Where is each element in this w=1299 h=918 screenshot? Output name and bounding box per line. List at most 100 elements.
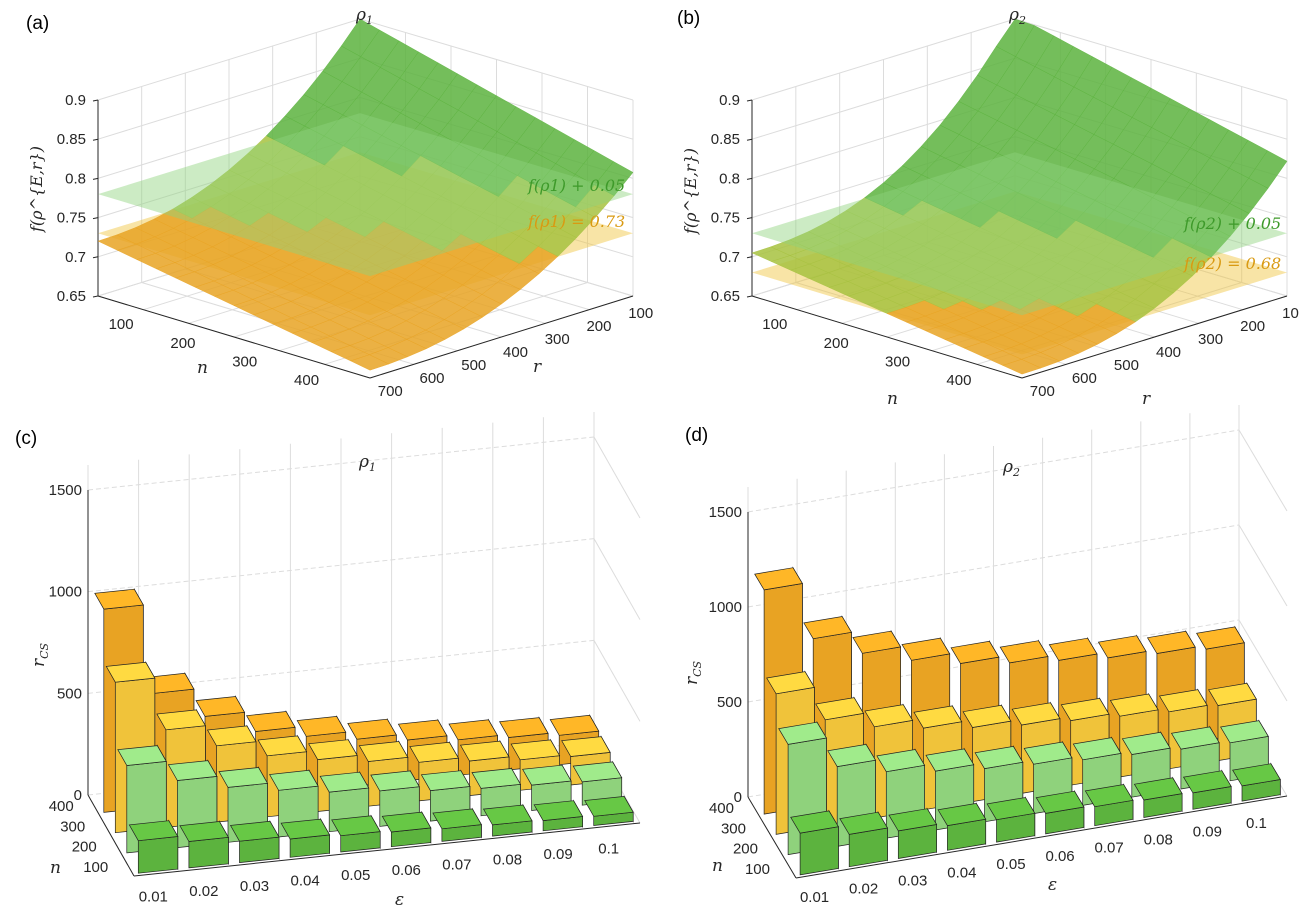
bar-front xyxy=(188,836,229,869)
panel-d-z-label: rCS xyxy=(682,660,704,685)
z-tick xyxy=(92,295,99,298)
z-tick-label: 0.85 xyxy=(57,131,86,148)
bar-top xyxy=(766,671,815,695)
bar-top xyxy=(572,761,623,783)
z-tick-label: 1500 xyxy=(709,504,742,521)
eps-tick-label: 0.08 xyxy=(1144,832,1173,849)
eps-tick-label: 0.01 xyxy=(800,889,829,906)
n-tick-label: 400 xyxy=(49,798,74,815)
r-tick-label: 600 xyxy=(1072,370,1097,387)
z-tick xyxy=(746,256,753,259)
bar-top xyxy=(1158,689,1208,713)
bar-front xyxy=(848,827,888,868)
panel-a-annot-orange: f(ρ1) = 0.73 xyxy=(527,212,625,231)
grid-line xyxy=(747,429,1240,513)
z-tick-label: 500 xyxy=(717,694,742,711)
z-tick xyxy=(92,256,99,259)
eps-tick-label: 0.03 xyxy=(898,873,927,890)
n-axis xyxy=(97,295,371,379)
r-tick-label: 200 xyxy=(1240,318,1265,335)
panel-a-annot-green: f(ρ1) + 0.05 xyxy=(527,176,625,195)
bar-top xyxy=(1220,720,1269,744)
bar-top xyxy=(347,718,397,740)
eps-tick-label: 0.09 xyxy=(543,846,572,863)
z-tick-label: 0.65 xyxy=(711,288,740,305)
r-axis xyxy=(369,295,634,379)
bar-top xyxy=(864,704,914,728)
bar-top xyxy=(852,630,902,654)
z-tick xyxy=(746,138,753,141)
bar-top xyxy=(409,741,459,763)
bar-top xyxy=(167,760,218,781)
z-tick-label: 0.85 xyxy=(711,131,740,148)
panel-c-z-ticks: 1500 1000 500 0 xyxy=(49,482,82,804)
panel-b: ρ2 0.9 0.85 0.8 0.75 0.7 0.65 f(ρ^{E,r}) 100 2… xyxy=(681,5,1299,409)
grid-line xyxy=(87,436,595,491)
bar-top xyxy=(308,739,358,760)
bar-top xyxy=(827,744,877,767)
bar-top xyxy=(754,567,803,591)
bar-top xyxy=(1121,731,1171,755)
bar-top xyxy=(510,739,561,761)
r-tick-label: 200 xyxy=(586,318,611,335)
bar xyxy=(584,795,634,826)
grid-line xyxy=(593,538,641,620)
plane-f-rho-plus xyxy=(98,113,633,277)
bar-top xyxy=(1208,682,1257,706)
grid-line xyxy=(593,436,641,519)
bar-top xyxy=(1048,637,1098,661)
n-axis xyxy=(747,796,797,879)
panel-d-eps-ticks: 0.01 0.02 0.03 0.04 0.05 0.06 0.07 0.08 0.09 0.1 xyxy=(800,815,1267,906)
bar-top xyxy=(1170,726,1220,750)
bar-top xyxy=(105,661,156,683)
r-tick-label: 300 xyxy=(1198,331,1223,348)
grid-line xyxy=(1238,429,1288,512)
z-tick-label: 0.8 xyxy=(719,170,740,187)
bar xyxy=(381,810,432,848)
panel-a-z-ticks: 0.9 0.85 0.8 0.75 0.7 0.65 xyxy=(57,92,99,305)
n-tick-label: 200 xyxy=(170,335,195,352)
r-axis xyxy=(1021,295,1288,379)
bar-top xyxy=(482,804,533,826)
bar xyxy=(533,799,584,832)
n-tick-label: 400 xyxy=(946,372,971,389)
r-tick-label: 100 xyxy=(628,305,653,322)
bar xyxy=(937,802,987,851)
n-axis xyxy=(87,794,135,877)
bar-top xyxy=(1182,770,1232,794)
panel-label-a: (a) xyxy=(26,13,49,34)
r-tick-label: 500 xyxy=(1114,357,1139,374)
eps-axis xyxy=(133,822,641,877)
bar-top xyxy=(296,716,347,737)
bar-top xyxy=(533,800,584,821)
bar-top xyxy=(381,811,432,833)
eps-tick-label: 0.06 xyxy=(1045,848,1074,865)
bar-top xyxy=(179,821,229,842)
bar xyxy=(1133,776,1183,818)
z-tick xyxy=(746,99,753,102)
bar xyxy=(888,807,938,859)
panel-d-z-ticks: 1500 1000 500 0 xyxy=(709,504,742,806)
panel-c-title: ρ1 xyxy=(358,452,376,474)
panel-a-n-label: n xyxy=(197,358,208,378)
z-tick-label: 0.75 xyxy=(57,210,86,227)
bar-top xyxy=(974,746,1024,769)
bar-top xyxy=(778,721,827,745)
bar-top xyxy=(522,764,572,786)
bar-top xyxy=(280,818,331,840)
bar-top xyxy=(432,808,482,830)
bar xyxy=(790,809,839,876)
bar-top xyxy=(319,771,370,793)
r-tick-label: 400 xyxy=(503,344,528,361)
bar-top xyxy=(876,749,926,773)
panel-label-b: (b) xyxy=(677,8,700,29)
bar-top xyxy=(448,719,499,741)
bar-top xyxy=(999,640,1049,664)
panel-d-bars xyxy=(754,566,1281,876)
bar-top xyxy=(549,714,600,736)
bar-top xyxy=(128,820,179,842)
n-tick-label: 300 xyxy=(232,353,257,370)
bar-top xyxy=(269,769,319,791)
bar xyxy=(1035,789,1085,835)
panel-b-r-label: r xyxy=(1142,389,1151,409)
